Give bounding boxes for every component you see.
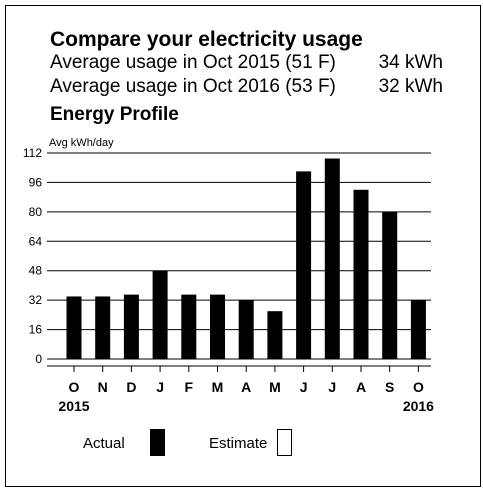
y-tick-label: 112: [23, 146, 42, 160]
x-tick-label: M: [269, 379, 281, 395]
y-tick-label: 80: [29, 205, 43, 219]
bar: [296, 171, 312, 359]
x-tick-label: S: [385, 379, 394, 395]
y-tick-label: 64: [29, 234, 43, 248]
comparison-label-2016: Average usage in Oct 2016 (53 F): [50, 76, 336, 97]
y-tick-label: 32: [29, 293, 43, 307]
bar: [123, 294, 139, 359]
bar: [66, 296, 82, 359]
report-title: Compare your electricity usage: [50, 28, 363, 51]
y-tick-label: 16: [29, 323, 43, 337]
x-tick-label: F: [185, 379, 194, 395]
comparison-value-2015: 34 kWh: [378, 52, 443, 73]
x-tick-label: J: [328, 379, 336, 395]
x-year-label: 2015: [58, 398, 89, 414]
bar: [410, 300, 426, 359]
legend-estimate-label: Estimate: [209, 435, 268, 452]
x-tick-label: A: [356, 379, 366, 395]
comparison-value-2016: 32 kWh: [378, 76, 443, 97]
y-tick-label: 0: [35, 352, 42, 366]
legend-actual-swatch: [150, 429, 165, 456]
bar: [267, 311, 283, 359]
bar: [382, 211, 398, 359]
x-tick-label: O: [413, 379, 424, 395]
bar: [324, 158, 340, 359]
bar: [210, 294, 225, 359]
energy-report-panel: [5, 5, 481, 487]
bar: [152, 270, 168, 359]
section-title: Energy Profile: [50, 104, 179, 125]
x-tick-label: A: [241, 379, 251, 395]
x-tick-label: J: [300, 379, 308, 395]
bar: [181, 294, 197, 359]
y-axis-label: Avg kWh/day: [49, 137, 114, 149]
x-year-label: 2016: [403, 398, 434, 414]
bar: [238, 300, 254, 359]
y-tick-label: 96: [29, 175, 43, 189]
x-tick-label: J: [156, 379, 164, 395]
y-tick-label: 48: [29, 264, 43, 278]
comparison-label-2015: Average usage in Oct 2015 (51 F): [50, 52, 336, 73]
legend-estimate-swatch: [277, 429, 292, 456]
legend-actual-label: Actual: [83, 435, 125, 452]
x-tick-label: O: [69, 379, 80, 395]
x-tick-label: N: [98, 379, 108, 395]
x-tick-label: M: [212, 379, 224, 395]
x-tick-label: D: [126, 379, 136, 395]
bar: [95, 296, 111, 359]
bar: [353, 189, 369, 359]
